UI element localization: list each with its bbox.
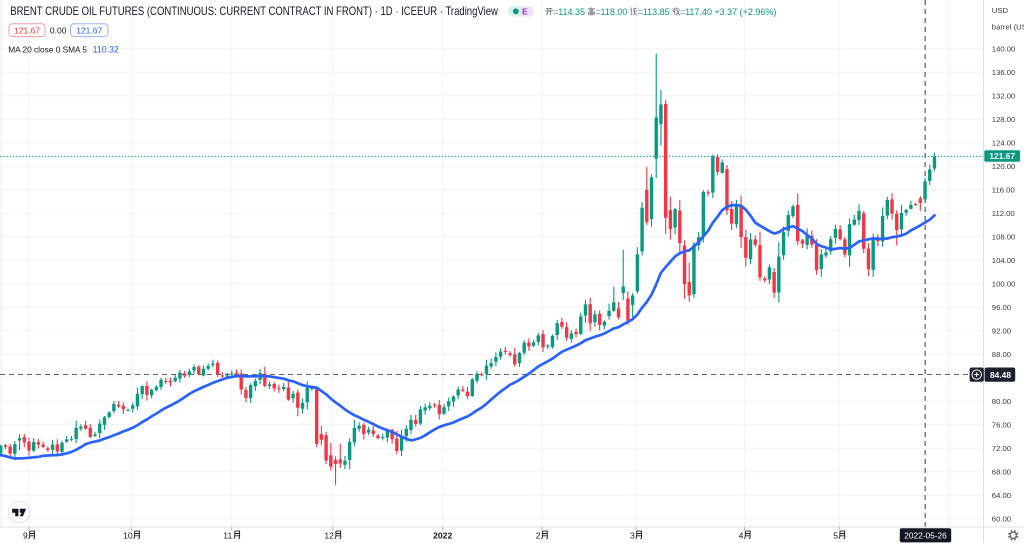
svg-text:5: 5 (833, 531, 838, 541)
svg-text:116.00: 116.00 (992, 186, 1015, 195)
svg-text:128.00: 128.00 (992, 115, 1016, 124)
svg-text:80.00: 80.00 (992, 397, 1011, 406)
svg-text:=: = (680, 7, 685, 17)
svg-text:121.67: 121.67 (76, 25, 102, 35)
svg-text:72.00: 72.00 (992, 444, 1011, 453)
svg-text:9: 9 (23, 531, 28, 541)
svg-text:92.00: 92.00 (992, 327, 1011, 336)
svg-text:112.00: 112.00 (992, 209, 1015, 218)
svg-text:114.35: 114.35 (558, 7, 585, 17)
svg-text:121.67: 121.67 (14, 25, 40, 35)
svg-text:12: 12 (324, 531, 334, 541)
svg-text:10: 10 (123, 531, 133, 541)
svg-text:118.00: 118.00 (601, 7, 628, 17)
svg-text:140.00: 140.00 (992, 45, 1016, 54)
svg-text:64.00: 64.00 (992, 491, 1011, 500)
svg-text:132.00: 132.00 (992, 92, 1016, 101)
svg-text:113.85: 113.85 (643, 7, 670, 17)
svg-text:104.00: 104.00 (992, 256, 1016, 265)
svg-text:USD: USD (992, 6, 1009, 15)
svg-text:+3.37 (+2.96%): +3.37 (+2.96%) (714, 7, 776, 17)
svg-text:76.00: 76.00 (992, 421, 1011, 430)
svg-text:11: 11 (223, 531, 232, 541)
svg-text:136.00: 136.00 (992, 68, 1016, 77)
svg-text:3: 3 (630, 531, 635, 541)
svg-text:0.00: 0.00 (50, 25, 67, 35)
svg-text:=: = (596, 7, 601, 17)
svg-text:MA 20 close 0 SMA 5: MA 20 close 0 SMA 5 (8, 45, 87, 55)
svg-text:E: E (522, 6, 528, 16)
svg-text:2022-05-26: 2022-05-26 (904, 531, 947, 541)
svg-text:96.00: 96.00 (992, 303, 1011, 312)
svg-text:110.32: 110.32 (93, 45, 119, 55)
svg-text:barrel (US: barrel (US (992, 23, 1024, 32)
svg-text:117.40: 117.40 (685, 7, 712, 17)
svg-text:2: 2 (536, 531, 541, 541)
svg-text:84.48: 84.48 (990, 370, 1011, 380)
svg-text:BRENT CRUDE OIL FUTURES (CONTI: BRENT CRUDE OIL FUTURES (CONTINUOUS: CUR… (10, 5, 498, 18)
svg-text:60.00: 60.00 (992, 515, 1011, 524)
svg-text:100.00: 100.00 (992, 280, 1016, 289)
svg-text:68.00: 68.00 (992, 468, 1011, 477)
svg-text:121.67: 121.67 (989, 151, 1015, 161)
svg-text:2022: 2022 (433, 531, 452, 541)
svg-text:88.00: 88.00 (992, 350, 1011, 359)
svg-text:4: 4 (739, 531, 744, 541)
svg-text:=: = (638, 7, 643, 17)
svg-text:108.00: 108.00 (992, 233, 1016, 242)
svg-text:120.00: 120.00 (992, 162, 1016, 171)
svg-text:124.00: 124.00 (992, 139, 1016, 148)
svg-text:=: = (553, 7, 558, 17)
